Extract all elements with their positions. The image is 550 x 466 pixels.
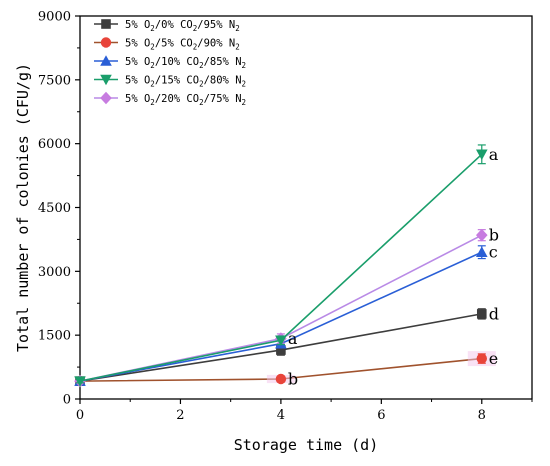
legend-subscript: 2: [150, 43, 155, 52]
legend-subscript: 2: [235, 24, 240, 33]
legend-text-part: 5% O: [125, 56, 150, 68]
y-tick-label: 4500: [38, 201, 71, 216]
x-axis-title: Storage time (d): [234, 436, 379, 454]
y-axis-title: Total number of colonies (CFU/g): [14, 63, 32, 352]
legend-text-part: /10% CO: [155, 56, 199, 68]
series-line: [79, 234, 483, 382]
legend-subscript: 2: [242, 61, 247, 70]
legend-text-part: /95% N: [197, 19, 235, 31]
legend-text-part: /75% N: [204, 93, 242, 105]
legend-subscript: 2: [150, 24, 155, 33]
legend-text-part: 5% O: [125, 19, 150, 31]
legend-subscript: 2: [150, 98, 155, 107]
x-tick-label: 8: [478, 408, 486, 423]
legend-subscript: 2: [150, 61, 155, 70]
significance-label: a: [288, 329, 298, 348]
y-tick-label: 9000: [38, 10, 71, 25]
legend-text-part: /0% CO: [155, 19, 193, 31]
data-point: [275, 335, 287, 347]
legend-subscript: 2: [242, 80, 247, 89]
data-point: [475, 228, 488, 242]
data-point: [476, 353, 487, 364]
legend-text-part: 5% O: [125, 38, 150, 50]
x-tick-label: 4: [277, 408, 285, 423]
series-3: c: [74, 243, 498, 386]
legend-subscript: 2: [193, 43, 198, 52]
legend-text-part: /20% CO: [155, 93, 199, 105]
data-point: [476, 309, 487, 319]
y-tick-label: 7500: [38, 73, 71, 88]
significance-label: d: [489, 304, 499, 323]
legend-subscript: 2: [235, 43, 240, 52]
legend-label: 5% O2/20% CO2/75% N2: [125, 93, 246, 107]
significance-label: b: [489, 226, 499, 245]
legend-label: 5% O2/5% CO2/90% N2: [125, 38, 240, 52]
legend-subscript: 2: [199, 80, 204, 89]
y-tick-label: 3000: [38, 265, 71, 280]
x-tick-label: 0: [76, 408, 84, 423]
legend-text-part: /85% N: [204, 56, 242, 68]
series-4: a: [74, 144, 499, 387]
legend-text-part: /5% CO: [155, 38, 193, 50]
legend: 5% O2/0% CO2/95% N25% O2/5% CO2/90% N25%…: [94, 19, 246, 107]
legend-text-part: 5% O: [125, 75, 150, 87]
legend-text-part: /80% N: [204, 75, 242, 87]
legend-marker: [100, 37, 112, 48]
y-tick-label: 6000: [38, 137, 71, 152]
legend-text-part: 5% O: [125, 93, 150, 105]
y-tick-label: 1500: [38, 329, 71, 344]
legend-subscript: 2: [199, 61, 204, 70]
series-line: [79, 251, 483, 382]
legend-marker: [100, 74, 112, 86]
significance-label: e: [489, 349, 498, 368]
y-tick-label: 0: [63, 393, 71, 408]
legend-text-part: /15% CO: [155, 75, 199, 87]
data-point: [275, 373, 287, 385]
legend-text-part: /90% N: [197, 38, 235, 50]
legend-marker: [101, 19, 111, 29]
x-tick-label: 6: [377, 408, 385, 423]
legend-subscript: 2: [193, 24, 198, 33]
data-point: [475, 246, 488, 257]
plot-frame: [79, 15, 533, 400]
series-2: be: [74, 349, 498, 388]
legend-label: 5% O2/0% CO2/95% N2: [125, 19, 240, 33]
significance-label: c: [489, 243, 498, 262]
data-point: [475, 149, 488, 161]
legend-marker: [100, 91, 112, 105]
legend-label: 5% O2/15% CO2/80% N2: [125, 75, 246, 89]
legend-subscript: 2: [242, 98, 247, 107]
significance-label: b: [288, 369, 298, 388]
significance-label: a: [489, 145, 499, 164]
legend-label: 5% O2/10% CO2/85% N2: [125, 56, 246, 70]
data-point: [276, 345, 286, 355]
x-tick-label: 2: [176, 408, 184, 423]
legend-subscript: 2: [150, 80, 155, 89]
legend-subscript: 2: [199, 98, 204, 107]
data-point: [74, 376, 86, 387]
legend-marker: [100, 55, 112, 66]
